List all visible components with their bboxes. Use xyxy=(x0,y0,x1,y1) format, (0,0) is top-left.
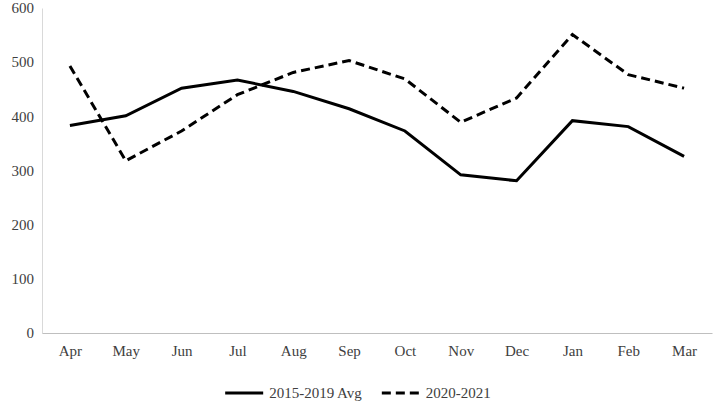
legend-item: 2015-2019 Avg xyxy=(225,385,362,401)
x-tick: Oct xyxy=(395,333,417,359)
series-line xyxy=(70,35,684,161)
y-tick-label: 200 xyxy=(12,217,35,233)
x-tick-label: Feb xyxy=(618,343,641,359)
x-tick-label: Jan xyxy=(563,343,583,359)
y-tick-label: 500 xyxy=(12,54,35,70)
x-tick: Sep xyxy=(338,333,361,359)
x-tick: Feb xyxy=(618,333,641,359)
y-tick: 600 xyxy=(12,0,43,16)
x-axis: Apr May Jun Jul Aug Sep Oct Nov Dec Jan Feb Mar xyxy=(43,333,713,359)
x-tick-label: Aug xyxy=(281,343,307,359)
legend-swatch xyxy=(225,392,263,395)
x-tick-label: Oct xyxy=(395,343,417,359)
plot: 0 100 200 300 400 500 600 Apr May Jun Jul Aug Sep Oct… xyxy=(12,0,713,358)
legend-label: 2015-2019 Avg xyxy=(269,385,362,401)
x-axis-line xyxy=(43,333,713,334)
series-line xyxy=(70,80,684,181)
y-tick: 200 xyxy=(12,217,43,233)
legend-swatch xyxy=(382,392,420,395)
legend-item: 2020-2021 xyxy=(382,385,491,401)
x-tick-label: Sep xyxy=(338,343,361,359)
y-tick-label: 400 xyxy=(12,109,35,125)
y-tick: 500 xyxy=(12,54,43,70)
lines xyxy=(70,35,684,181)
x-tick-label: Jun xyxy=(172,343,193,359)
y-tick-label: 0 xyxy=(27,325,35,341)
y-tick: 100 xyxy=(12,271,43,287)
x-tick-label: Mar xyxy=(672,343,697,359)
y-axis-line xyxy=(42,9,43,334)
y-tick: 400 xyxy=(12,109,43,125)
chart: 0 100 200 300 400 500 600 Apr May Jun Jul Aug Sep Oct… xyxy=(0,0,716,411)
x-tick-label: Jul xyxy=(229,343,247,359)
x-tick-label: Apr xyxy=(59,343,82,359)
y-tick: 0 xyxy=(27,325,43,341)
y-tick-label: 100 xyxy=(12,271,35,287)
legend-label: 2020-2021 xyxy=(426,385,491,401)
y-axis: 0 100 200 300 400 500 600 xyxy=(12,0,43,341)
x-tick: Nov xyxy=(448,333,474,359)
x-tick: Jan xyxy=(563,333,583,359)
legend: 2015-2019 Avg 2020-2021 xyxy=(225,385,491,401)
x-tick-label: May xyxy=(113,343,141,359)
y-tick: 300 xyxy=(12,163,43,179)
x-tick: Jun xyxy=(172,333,193,359)
x-tick-label: Nov xyxy=(448,343,474,359)
x-tick: Dec xyxy=(505,333,529,359)
x-tick: Mar xyxy=(672,333,697,359)
x-tick: Jul xyxy=(229,333,247,359)
x-tick: Apr xyxy=(59,333,82,359)
y-tick-label: 300 xyxy=(12,163,35,179)
x-tick: Aug xyxy=(281,333,307,359)
x-tick: May xyxy=(113,333,141,359)
x-tick-label: Dec xyxy=(505,343,529,359)
y-tick-label: 600 xyxy=(12,0,35,16)
